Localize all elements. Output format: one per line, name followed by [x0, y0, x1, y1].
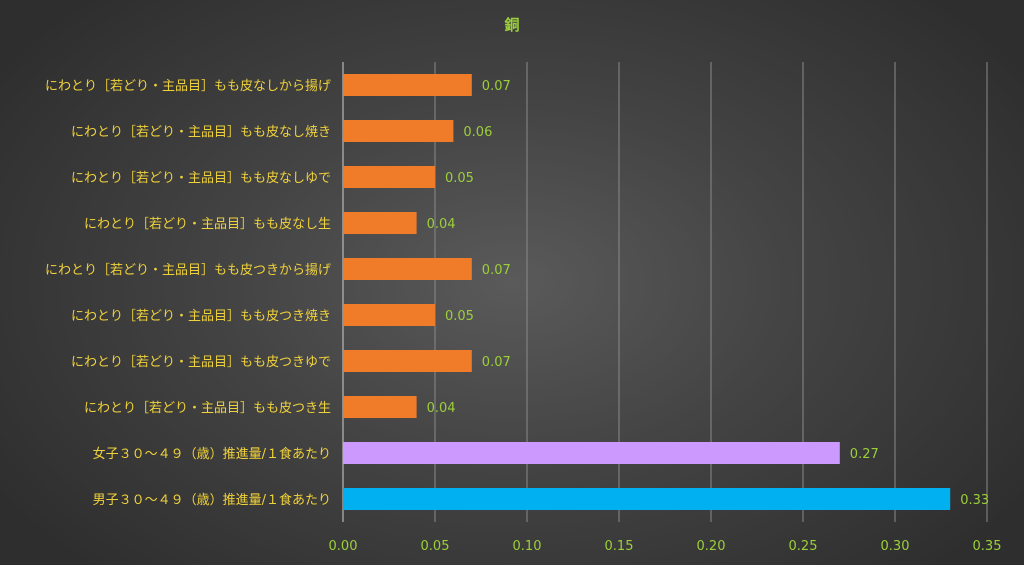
value-label: 0.04	[427, 217, 456, 232]
bars	[343, 74, 951, 510]
category-labels: にわとり［若どり・主品目］もも皮なしから揚げにわとり［若どり・主品目］もも皮なし…	[45, 78, 331, 508]
x-tick-label: 0.10	[513, 539, 542, 554]
bar	[343, 350, 472, 372]
bar	[343, 304, 435, 326]
value-label: 0.05	[445, 309, 474, 324]
category-label: にわとり［若どり・主品目］もも皮つき生	[84, 400, 331, 416]
value-label: 0.05	[445, 171, 474, 186]
x-tick-label: 0.00	[329, 539, 358, 554]
value-label: 0.27	[850, 447, 879, 462]
bar	[343, 488, 951, 510]
bar	[343, 396, 417, 418]
bar	[343, 166, 435, 188]
x-tick-label: 0.25	[789, 539, 818, 554]
value-label: 0.04	[427, 401, 456, 416]
x-tick-label: 0.15	[605, 539, 634, 554]
value-labels: 0.07 0.06 0.05 0.04 0.07 0.05 0.07 0.04 0.27 0.33	[427, 79, 990, 508]
value-label: 0.06	[463, 125, 492, 140]
x-tick-label: 0.05	[421, 539, 450, 554]
value-label: 0.07	[482, 263, 511, 278]
bar	[343, 442, 840, 464]
category-label: にわとり［若どり・主品目］もも皮つきゆで	[71, 354, 331, 370]
x-tick-label: 0.30	[881, 539, 910, 554]
value-label: 0.07	[482, 355, 511, 370]
category-label: にわとり［若どり・主品目］もも皮つきから揚げ	[45, 262, 331, 278]
category-label: 男子３０～４９（歳）推進量/１食あたり	[93, 492, 331, 508]
category-label: にわとり［若どり・主品目］もも皮なしから揚げ	[45, 78, 331, 94]
bar	[343, 212, 417, 234]
value-label: 0.33	[960, 493, 989, 508]
category-label: にわとり［若どり・主品目］もも皮なし生	[84, 216, 331, 232]
bar	[343, 120, 454, 142]
value-label: 0.07	[482, 79, 511, 94]
x-tick-label: 0.20	[697, 539, 726, 554]
category-label: にわとり［若どり・主品目］もも皮つき焼き	[71, 308, 331, 324]
x-tick-label: 0.35	[973, 539, 1002, 554]
bar	[343, 258, 472, 280]
category-label: にわとり［若どり・主品目］もも皮なし焼き	[71, 124, 331, 140]
category-label: にわとり［若どり・主品目］もも皮なしゆで	[71, 170, 331, 186]
chart-title: 銅	[504, 16, 520, 34]
bar	[343, 74, 472, 96]
x-axis-ticks: 0.00 0.05 0.10 0.15 0.20 0.25 0.30 0.35	[329, 539, 1002, 554]
category-label: 女子３０～４９（歳）推進量/１食あたり	[93, 446, 331, 462]
